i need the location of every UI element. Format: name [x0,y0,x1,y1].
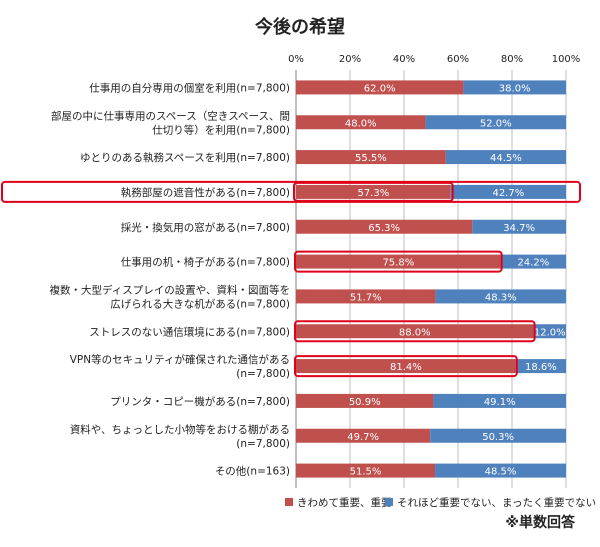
bar-important [296,80,464,95]
category-label: ストレスのない通信環境にある(n=7,800) [89,325,290,338]
bar-not-important [463,80,566,95]
bar-not-important [435,289,566,304]
bar-not-important [533,324,566,339]
bar-important [296,115,426,130]
bar-important [296,463,436,478]
bar-not-important [425,115,566,130]
category-label: ゆとりのある執務スペースを利用(n=7,800) [80,151,290,164]
category-label: 執務部屋の遮音性がある(n=7,800) [121,186,290,199]
bar-value-label: 49.7% [347,432,379,443]
bar-value-label: 88.0% [399,327,431,338]
bar-value-label: 12.0% [534,327,566,338]
category-label: プリンタ・コピー機がある(n=7,800) [110,395,290,408]
bar-not-important [445,150,566,165]
bar-important [296,359,516,374]
bar-value-label: 44.5% [490,153,522,164]
footnote: ※単数回答 [505,514,576,531]
category-labels: 仕事用の自分専用の個室を利用(n=7,800) 部屋の中に仕事専用のスペース（空き… [50,81,290,477]
bar-value-label: 24.2% [517,258,549,269]
category-label: 部屋の中に仕事専用のスペース（空きスペース、間 [51,109,290,122]
category-label: 仕切り等）を利用(n=7,800) [152,123,290,136]
bar-value-label: 57.3% [357,188,389,199]
bar-important [296,324,534,339]
x-tick-label: 80% [501,54,523,65]
category-label: VPN等のセキュリティが確保された通信がある [70,353,290,366]
x-tick-label: 40% [393,54,415,65]
bar-important [296,289,436,304]
category-label: 採光・換気用の窓がある(n=7,800) [121,221,290,234]
category-label: 複数・大型ディスプレイの設置や、資料・図面等を [50,283,290,296]
bar-value-label: 48.5% [485,467,517,478]
bar-value-label: 34.7% [503,223,535,234]
bar-important [296,219,473,234]
highlight-box [294,320,536,343]
bar-value-label: 65.3% [368,223,400,234]
category-label: その他(n=163) [215,465,290,478]
bar-value-label: 38.0% [499,83,531,94]
legend-swatch [285,498,293,506]
bar-important [296,428,431,443]
highlight-box [294,355,518,378]
bar-important [296,393,434,408]
bar-value-label: 62.0% [364,83,396,94]
bar-not-important [472,219,566,234]
bar-value-label: 48.0% [345,118,377,129]
bar-important [296,254,501,269]
bar-value-label: 50.3% [482,432,514,443]
category-label: 仕事用の自分専用の個室を利用(n=7,800) [89,81,290,94]
category-label: 仕事用の机・椅子がある(n=7,800) [121,256,290,269]
x-tick-label: 60% [447,54,469,65]
bar-value-label: 51.5% [350,467,382,478]
x-tick-label: 100% [552,54,581,65]
bar-important [296,150,446,165]
highlight-box-inner [293,181,454,202]
axis-layer: 0% 20% 40% 60% 80% 100% [288,54,580,488]
bar-value-label: 42.7% [492,188,524,199]
bar-value-label: 49.1% [484,397,516,408]
category-label: (n=7,800) [236,368,290,380]
bar-not-important [430,428,566,443]
highlight-box [294,250,503,273]
bar-not-important [450,184,566,199]
bar-not-important [433,393,566,408]
bar-value-label: 81.4% [390,362,422,373]
bar-value-label: 48.3% [485,292,517,303]
chart-title: 今後の希望 [255,16,345,38]
highlight-layer [1,180,581,378]
bar-value-label: 52.0% [480,118,512,129]
category-label: 広げられる大きな机がある(n=7,800) [110,297,290,310]
bars-layer: 62.0% 38.0% 48.0% 52.0% 55.5% 44.5% 57.3% 42.7%… [296,80,566,478]
bar-not-important [435,463,566,478]
bar-value-label: 50.9% [349,397,381,408]
category-label: 資料や、ちょっとした小物等をおける棚がある [70,423,290,436]
bar-value-label: 18.6% [525,362,557,373]
highlight-box [1,180,581,203]
bar-not-important [515,359,566,374]
x-tick-label: 20% [339,54,361,65]
bar-value-label: 55.5% [355,153,387,164]
category-label: (n=7,800) [236,438,290,450]
bar-value-label: 75.8% [382,258,414,269]
legend-label: きわめて重要、重要 [297,496,392,509]
legend: きわめて重要、重要 それほど重要でない、まったく重要でない [285,496,596,509]
bar-important [296,184,451,199]
legend-label: それほど重要でない、まったく重要でない [397,496,596,509]
bar-not-important [500,254,566,269]
bar-value-label: 51.7% [350,292,382,303]
legend-swatch [385,498,393,506]
x-tick-label: 0% [288,54,304,65]
